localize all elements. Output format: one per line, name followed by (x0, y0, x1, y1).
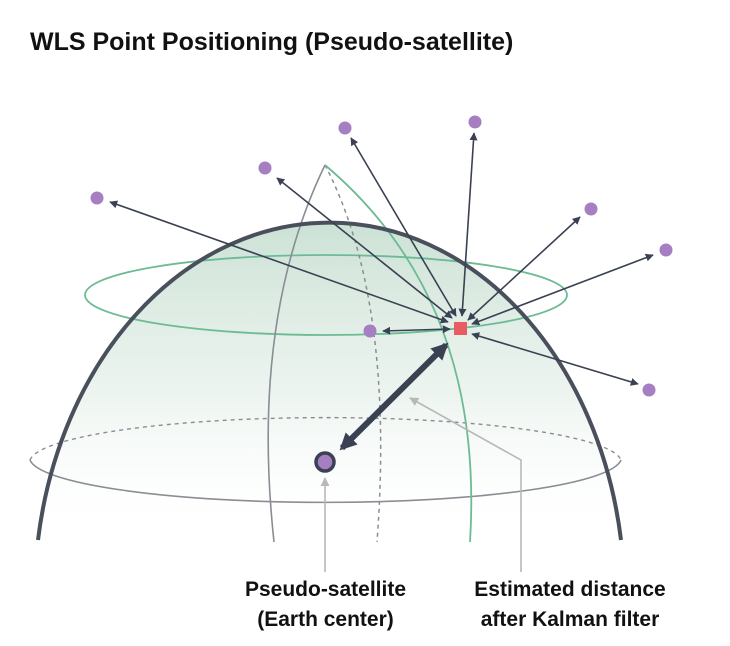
caption-line: Estimated distance (474, 578, 666, 601)
satellite-icon (468, 115, 482, 129)
leader-line-distance (409, 397, 522, 572)
satellite-icon (584, 202, 598, 216)
satellite-icon (258, 161, 272, 175)
receiver-icon (454, 322, 467, 335)
estimated-distance-caption: Estimated distance after Kalman filter (440, 575, 700, 635)
estimated-distance-arrow (339, 342, 449, 451)
satellite-icon (338, 121, 352, 135)
satellite-icon (659, 243, 673, 257)
range-arrow-6 (471, 253, 654, 326)
satellite-icon (642, 383, 656, 397)
pseudo-satellite-caption: Pseudo-satellite (Earth center) (218, 575, 433, 635)
dome-fill (38, 222, 621, 540)
caption-line: (Earth center) (257, 608, 394, 631)
range-arrow-3 (350, 137, 457, 317)
satellites (90, 115, 673, 397)
satellite-icon (90, 191, 104, 205)
diagram-title: WLS Point Positioning (Pseudo-satellite) (30, 28, 514, 56)
range-arrow-8 (382, 325, 451, 335)
range-arrows (109, 132, 654, 386)
range-arrow-7 (471, 332, 639, 386)
caption-line: after Kalman filter (480, 608, 660, 631)
satellite-icon (363, 324, 377, 338)
caption-line: Pseudo-satellite (244, 578, 407, 601)
pseudo-satellite-icon (314, 451, 336, 473)
